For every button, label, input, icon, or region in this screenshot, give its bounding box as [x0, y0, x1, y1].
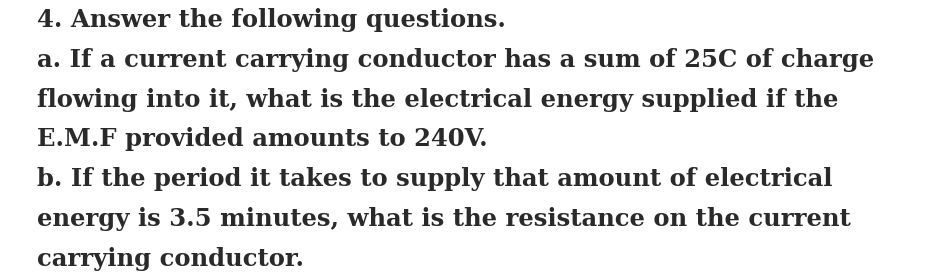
Text: flowing into it, what is the electrical energy supplied if the: flowing into it, what is the electrical … [37, 88, 839, 112]
Text: E.M.F provided amounts to 240V.: E.M.F provided amounts to 240V. [37, 127, 488, 152]
Text: energy is 3.5 minutes, what is the resistance on the current: energy is 3.5 minutes, what is the resis… [37, 207, 851, 231]
Text: 4. Answer the following questions.: 4. Answer the following questions. [37, 8, 507, 32]
Text: b. If the period it takes to supply that amount of electrical: b. If the period it takes to supply that… [37, 167, 833, 191]
Text: a. If a current carrying conductor has a sum of 25C of charge: a. If a current carrying conductor has a… [37, 48, 874, 72]
Text: carrying conductor.: carrying conductor. [37, 247, 304, 271]
